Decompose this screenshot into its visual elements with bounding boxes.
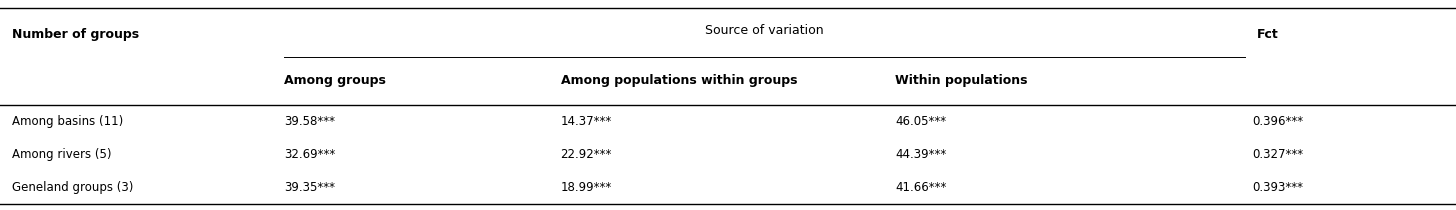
Text: 41.66***: 41.66***	[895, 181, 946, 194]
Text: Among populations within groups: Among populations within groups	[561, 74, 796, 87]
Text: 46.05***: 46.05***	[895, 115, 946, 128]
Text: Among rivers (5): Among rivers (5)	[12, 148, 111, 161]
Text: 32.69***: 32.69***	[284, 148, 335, 161]
Text: Fct: Fct	[1257, 28, 1278, 41]
Text: Among groups: Among groups	[284, 74, 386, 87]
Text: Geneland groups (3): Geneland groups (3)	[12, 181, 132, 194]
Text: 44.39***: 44.39***	[895, 148, 946, 161]
Text: 22.92***: 22.92***	[561, 148, 612, 161]
Text: 0.393***: 0.393***	[1252, 181, 1303, 194]
Text: 0.396***: 0.396***	[1252, 115, 1303, 128]
Text: Number of groups: Number of groups	[12, 28, 138, 41]
Text: Among basins (11): Among basins (11)	[12, 115, 122, 128]
Text: Source of variation: Source of variation	[705, 24, 824, 37]
Text: 0.327***: 0.327***	[1252, 148, 1303, 161]
Text: 18.99***: 18.99***	[561, 181, 612, 194]
Text: 39.58***: 39.58***	[284, 115, 335, 128]
Text: 39.35***: 39.35***	[284, 181, 335, 194]
Text: Within populations: Within populations	[895, 74, 1028, 87]
Text: 14.37***: 14.37***	[561, 115, 612, 128]
